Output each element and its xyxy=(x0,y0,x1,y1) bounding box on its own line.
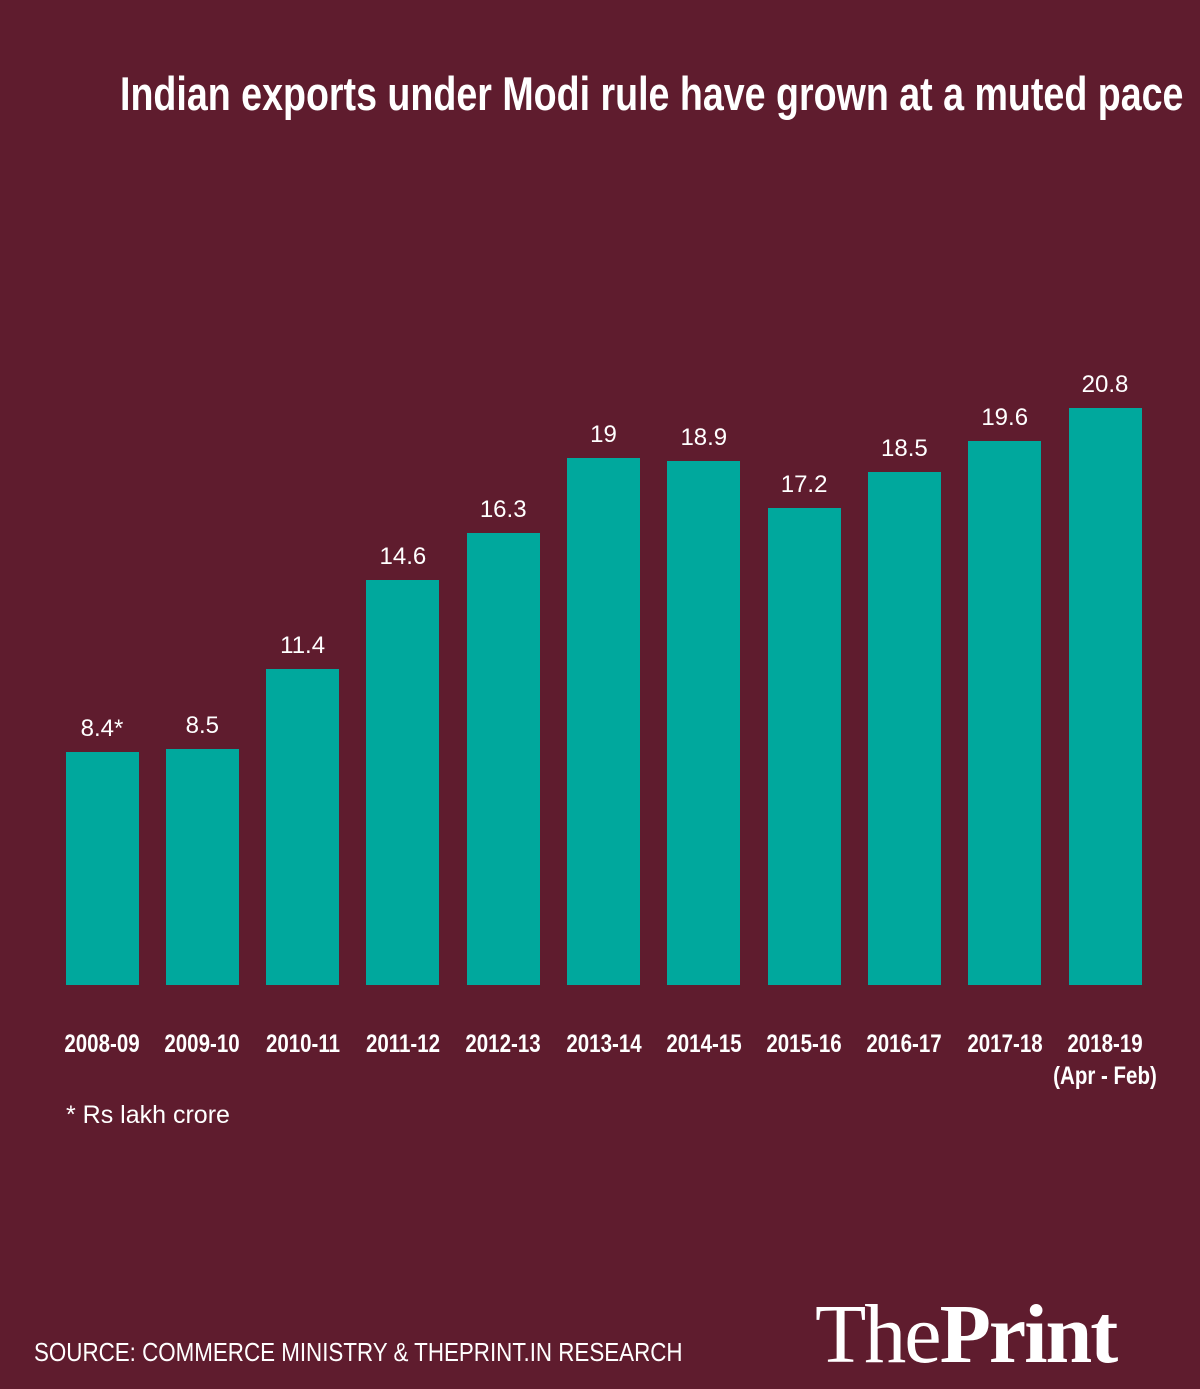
chart-title: Indian exports under Modi rule have grow… xyxy=(120,67,1184,120)
value-label: 19.6 xyxy=(981,404,1029,432)
value-label: 8.5 xyxy=(185,712,219,740)
source: SOURCE: COMMERCE MINISTRY & THEPRINT.IN … xyxy=(34,1337,683,1367)
bar xyxy=(667,460,741,985)
x-tick-label: 2018-19 (Apr - Feb) xyxy=(1053,1030,1157,1090)
value-label: 19 xyxy=(590,420,617,448)
bar xyxy=(867,471,941,985)
logo-print: Print xyxy=(939,1288,1119,1381)
bar xyxy=(968,441,1042,985)
x-tick-label: 2017-18 xyxy=(967,1030,1043,1058)
logo: ThePrint xyxy=(815,1286,1119,1383)
x-tick-label: 2013-14 xyxy=(565,1030,642,1058)
value-label: 18.9 xyxy=(680,423,728,451)
logo-the: The xyxy=(815,1288,942,1381)
value-label: 11.4 xyxy=(280,631,326,659)
bar xyxy=(165,749,239,985)
bar xyxy=(767,507,841,985)
value-label: 17.2 xyxy=(780,470,828,498)
bar xyxy=(567,457,640,985)
bar xyxy=(366,579,440,985)
x-tick-label: 2014-15 xyxy=(666,1030,742,1058)
unit-note: * Rs lakh crore xyxy=(66,1101,230,1129)
value-label: 20.8 xyxy=(1081,371,1129,398)
x-tick-label: 2009-10 xyxy=(164,1030,240,1058)
x-tick-label: 2015-16 xyxy=(766,1030,842,1058)
value-label: 8.4* xyxy=(80,714,124,742)
value-label: 16.3 xyxy=(479,495,527,523)
bar xyxy=(1068,408,1142,985)
x-tick-label: 2010-11 xyxy=(265,1030,340,1058)
x-tick-label: 2008-09 xyxy=(64,1030,140,1058)
value-label: 14.6 xyxy=(379,542,427,570)
value-label: 18.5 xyxy=(881,434,928,462)
bar xyxy=(266,668,340,985)
bar xyxy=(65,751,139,985)
x-tick-label: 2011-12 xyxy=(365,1030,440,1058)
x-tick-label: 2016-17 xyxy=(866,1030,943,1058)
x-tick-label: 2012-13 xyxy=(465,1030,541,1058)
bar xyxy=(466,532,540,985)
